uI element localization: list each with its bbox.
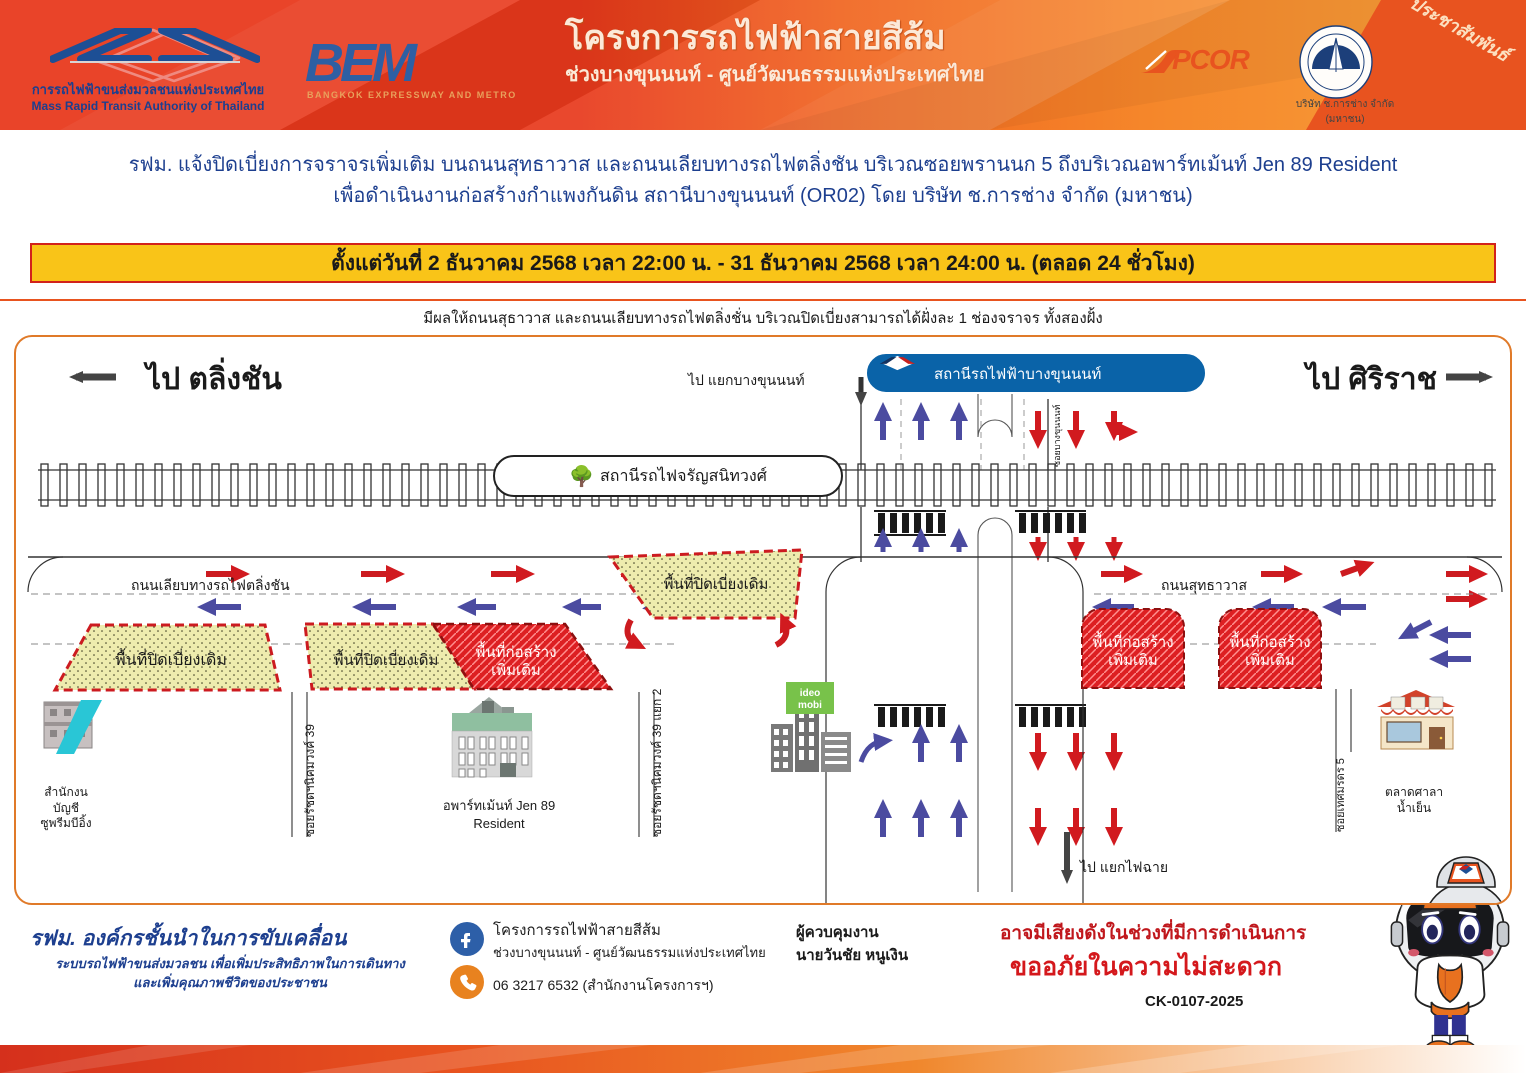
svg-text:ideo: ideo bbox=[800, 688, 821, 699]
svg-text:ไป ตลิ่งชัน: ไป ตลิ่งชัน bbox=[143, 357, 282, 396]
svg-text:ถนนสุทธาวาส: ถนนสุทธาวาส bbox=[1161, 577, 1248, 594]
svg-text:พื้นที่ปิดเบี่ยงเดิม: พื้นที่ปิดเบี่ยงเดิม bbox=[664, 573, 769, 593]
svg-text:พื้นที่ปิดเบี่ยงเดิม: พื้นที่ปิดเบี่ยงเดิม bbox=[115, 648, 227, 669]
svg-text:พื้นที่ปิดเบี่ยงเดิม: พื้นที่ปิดเบี่ยงเดิม bbox=[334, 649, 439, 669]
svg-text:พื้นที่ก่อสร้าง: พื้นที่ก่อสร้าง bbox=[1092, 631, 1173, 651]
svg-text:พื้นที่ก่อสร้าง: พื้นที่ก่อสร้าง bbox=[1229, 631, 1310, 651]
svg-text:ไป ศิริราช: ไป ศิริราช bbox=[1303, 361, 1437, 396]
svg-text:ซอยบางขุนนนท์: ซอยบางขุนนนท์ bbox=[1051, 404, 1063, 467]
svg-text:ซอยเทศมรดร 5: ซอยเทศมรดร 5 bbox=[1335, 758, 1347, 832]
svg-text:ถนนเลียบทางรถไฟตลิ่งชัน: ถนนเลียบทางรถไฟตลิ่งชัน bbox=[131, 576, 290, 593]
svg-text:ซอยรัชดฯนิคมวงค์ 39: ซอยรัชดฯนิคมวงค์ 39 bbox=[303, 724, 317, 837]
svg-text:ไป แยกไฟฉาย: ไป แยกไฟฉาย bbox=[1079, 859, 1168, 875]
svg-text:สถานีรถไฟฟ้าบางขุนนนท์: สถานีรถไฟฟ้าบางขุนนนท์ bbox=[934, 365, 1101, 384]
svg-text:เพิ่มเติม: เพิ่มเติม bbox=[1108, 649, 1158, 669]
svg-text:พื้นที่ก่อสร้าง: พื้นที่ก่อสร้าง bbox=[475, 641, 556, 661]
svg-text:เพิ่มเติม: เพิ่มเติม bbox=[491, 659, 541, 679]
svg-text:mobi: mobi bbox=[798, 700, 822, 711]
svg-text:ซอยรัชดฯนิคมวงค์ 39 แยก 2: ซอยรัชดฯนิคมวงค์ 39 แยก 2 bbox=[650, 688, 664, 837]
svg-text:เพิ่มเติม: เพิ่มเติม bbox=[1245, 649, 1295, 669]
svg-text:ไป แยกบางขุนนนท์: ไป แยกบางขุนนนท์ bbox=[687, 372, 805, 389]
